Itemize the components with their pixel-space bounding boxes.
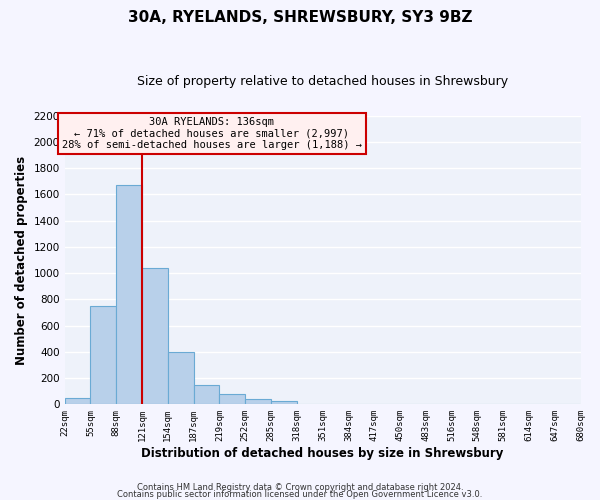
Text: 30A RYELANDS: 136sqm
← 71% of detached houses are smaller (2,997)
28% of semi-de: 30A RYELANDS: 136sqm ← 71% of detached h… xyxy=(62,117,362,150)
Bar xyxy=(91,306,116,404)
Bar xyxy=(220,394,245,404)
Bar xyxy=(142,268,168,404)
Title: Size of property relative to detached houses in Shrewsbury: Size of property relative to detached ho… xyxy=(137,75,508,88)
Bar xyxy=(245,399,271,404)
Bar xyxy=(271,401,297,404)
Bar xyxy=(116,185,142,404)
Bar xyxy=(65,398,91,404)
Bar xyxy=(168,352,194,405)
Text: 30A, RYELANDS, SHREWSBURY, SY3 9BZ: 30A, RYELANDS, SHREWSBURY, SY3 9BZ xyxy=(128,10,472,25)
Y-axis label: Number of detached properties: Number of detached properties xyxy=(15,156,28,364)
Text: Contains public sector information licensed under the Open Government Licence v3: Contains public sector information licen… xyxy=(118,490,482,499)
Text: Contains HM Land Registry data © Crown copyright and database right 2024.: Contains HM Land Registry data © Crown c… xyxy=(137,484,463,492)
X-axis label: Distribution of detached houses by size in Shrewsbury: Distribution of detached houses by size … xyxy=(142,447,504,460)
Bar xyxy=(194,384,220,404)
